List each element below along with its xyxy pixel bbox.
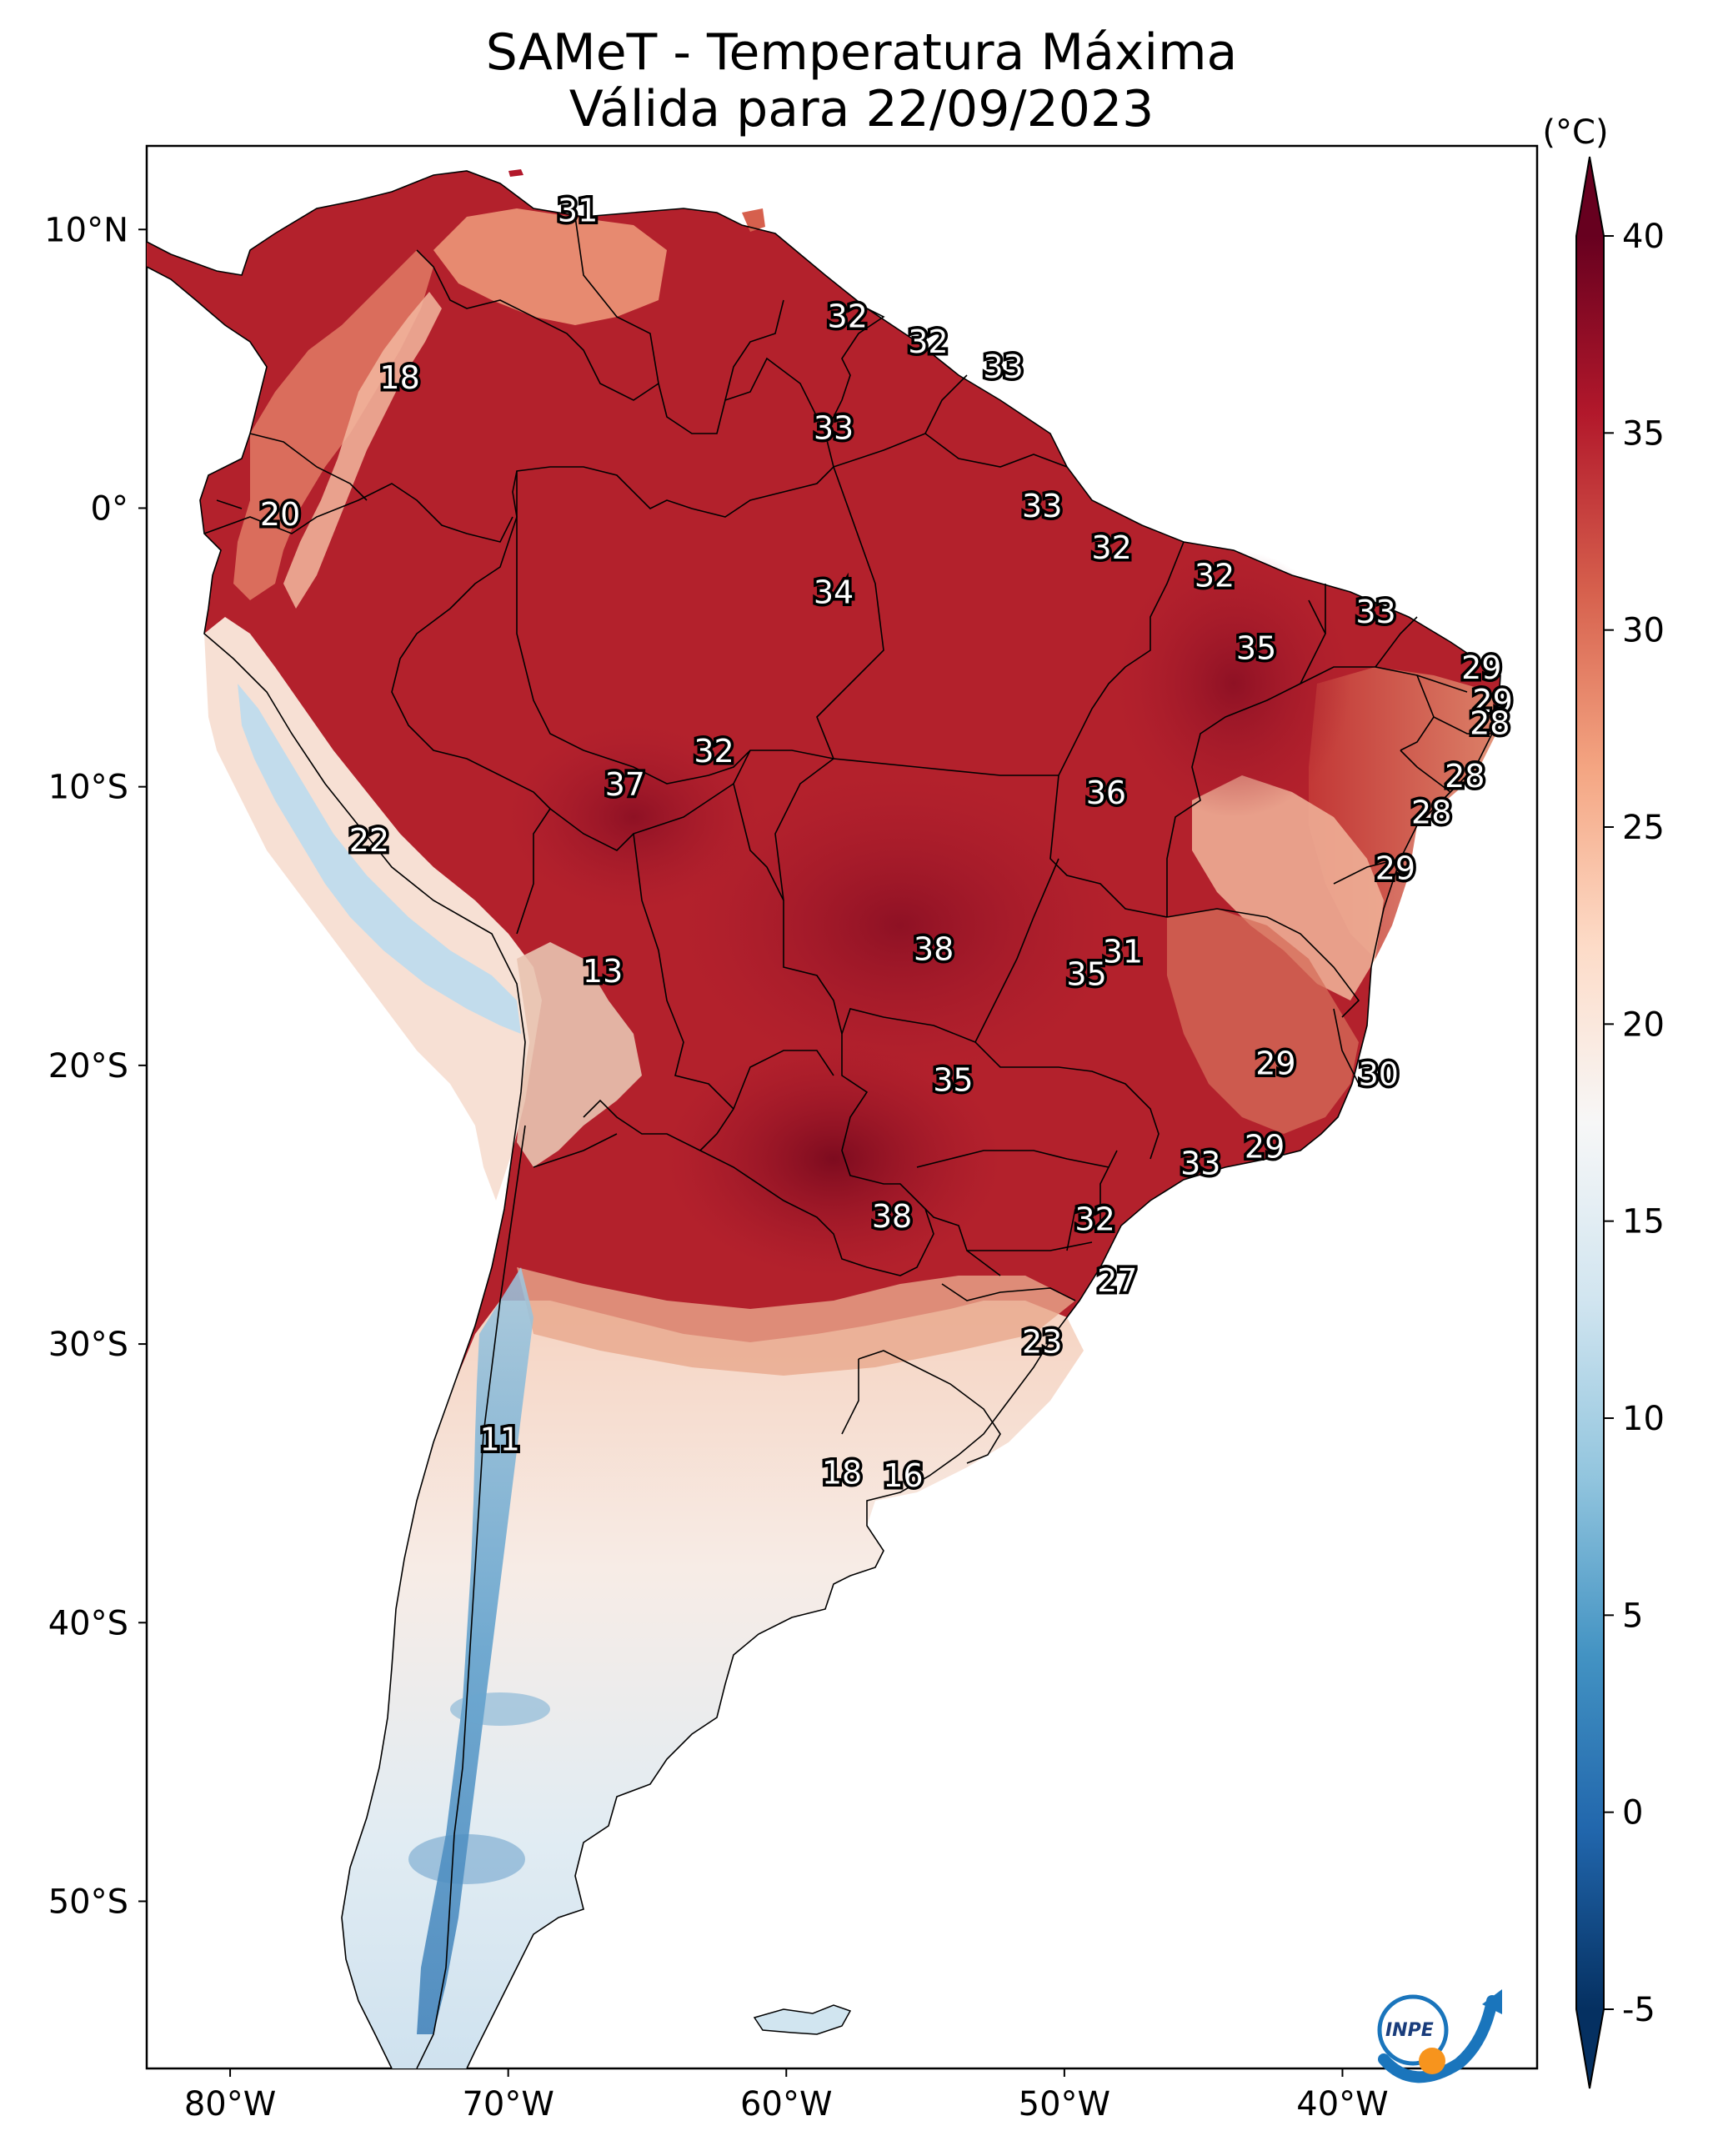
- colorbar-tick-label: 5: [1622, 1597, 1643, 1635]
- temperature-label: 37: [605, 766, 645, 803]
- abc-islands: [508, 169, 523, 177]
- temperature-label: 38: [914, 930, 954, 967]
- temperature-label: 36: [1086, 775, 1126, 811]
- temperature-label: 20: [260, 496, 300, 533]
- colorbar-unit: (°C): [1542, 113, 1608, 152]
- hot-core-mato-grosso: [684, 775, 1117, 1075]
- temperature-label: 33: [983, 348, 1023, 385]
- logo-ring: [1377, 1994, 1449, 2066]
- colorbar-tick-label: 20: [1622, 1005, 1665, 1044]
- temperature-label: 38: [872, 1198, 912, 1235]
- map-subtitle: Válida para 22/09/2023: [568, 80, 1155, 138]
- temperature-label: 29: [1472, 683, 1512, 720]
- lon-tick-label: 40°W: [1296, 2085, 1388, 2123]
- cold-patch-2: [408, 1834, 525, 1884]
- colorbar-top-extend: [1576, 157, 1604, 236]
- temperature-label: 32: [1195, 558, 1235, 594]
- lat-tick-label: 0°: [91, 489, 128, 528]
- hot-core-bolivia: [508, 725, 759, 909]
- temperature-label: 31: [1103, 934, 1143, 970]
- lat-tick-label: 10°N: [44, 211, 128, 249]
- hot-core-tocantins: [1117, 550, 1350, 817]
- temperature-label: 31: [558, 193, 598, 229]
- temperature-label: 22: [349, 822, 389, 859]
- logo-text: INPE: [1385, 2020, 1434, 2041]
- temperature-label: 29: [1461, 649, 1501, 686]
- temperature-label: 34: [814, 574, 854, 611]
- colorbar-tick-label: -5: [1622, 1991, 1655, 2029]
- lat-tick-label: 10°S: [48, 769, 128, 807]
- map-title: SAMeT - Temperatura Máxima: [485, 23, 1238, 82]
- temperature-label: 32: [694, 733, 734, 770]
- andes-south-cold: [417, 1267, 533, 2034]
- lat-tick-label: 30°S: [48, 1326, 128, 1364]
- temperature-label: 33: [1355, 594, 1395, 630]
- lon-tick-label: 60°W: [740, 2085, 832, 2123]
- temperature-label: 18: [822, 1455, 862, 1492]
- continent-layer: [147, 169, 1501, 2068]
- colorbar-bottom-extend: [1576, 2009, 1604, 2088]
- temperature-label: 23: [1022, 1324, 1062, 1361]
- temperature-label: 29: [1375, 850, 1415, 886]
- inpe-logo: INPE: [1377, 1989, 1502, 2083]
- temperature-label: 18: [379, 359, 419, 396]
- bahia-plateau-mild: [1192, 775, 1384, 1000]
- temperature-label: 32: [1091, 529, 1131, 566]
- southeast-plateau: [1167, 909, 1359, 1134]
- temperature-label: 32: [828, 298, 868, 335]
- colorbar-tick-label: 0: [1622, 1794, 1643, 1833]
- lon-tick-label: 80°W: [184, 2085, 276, 2123]
- colorbar-tick-label: 25: [1622, 809, 1665, 847]
- temperature-label: 30: [1359, 1056, 1399, 1093]
- lon-tick-label: 70°W: [462, 2085, 553, 2123]
- andes-north-warm: [233, 250, 433, 600]
- lon-tick-label: 50°W: [1019, 2085, 1110, 2123]
- temperature-label: 35: [1236, 629, 1276, 666]
- colorbar: (°C) 40 35 30 25 20 15 10 5 0 -5: [1542, 113, 1665, 2089]
- logo-orange-dot: [1419, 2048, 1445, 2074]
- temperature-label: 29: [1255, 1045, 1295, 1081]
- andes-altiplano-mid: [517, 942, 642, 1167]
- temperature-label: 13: [583, 953, 623, 990]
- temperature-label: 28: [1470, 705, 1510, 742]
- temperature-label: 33: [1180, 1146, 1220, 1182]
- cold-patch-1: [450, 1692, 550, 1726]
- temperature-label: 11: [480, 1421, 520, 1458]
- colorbar-tick-label: 30: [1622, 612, 1665, 650]
- caribbean-coast-warm: [433, 208, 667, 325]
- lat-tick-label: 40°S: [48, 1604, 128, 1642]
- temperature-label: 33: [814, 409, 854, 446]
- colorbar-body: [1576, 236, 1604, 2009]
- falkland-islands: [753, 2004, 852, 2035]
- temperature-label: 32: [908, 323, 948, 360]
- latitude-axis: 10°N 0° 10°S 20°S 30°S 40°S 50°S: [44, 211, 147, 1921]
- temperature-label: 28: [1445, 758, 1485, 795]
- logo-swoosh: [1378, 1995, 1498, 2083]
- temperature-label: 33: [1022, 488, 1062, 524]
- temperature-label: 35: [933, 1061, 973, 1098]
- colorbar-tick-label: 40: [1622, 218, 1665, 256]
- andes-central-cool: [238, 684, 521, 1034]
- temperature-label: 29: [1245, 1129, 1285, 1166]
- temperature-label: 27: [1097, 1262, 1137, 1299]
- temperature-label: 32: [1074, 1201, 1114, 1238]
- temperature-label: 16: [883, 1457, 923, 1494]
- andes-north-cool: [283, 292, 442, 609]
- lat-tick-label: 20°S: [48, 1047, 128, 1086]
- longitude-axis: 80°W 70°W 60°W 50°W 40°W: [184, 2068, 1389, 2123]
- pampas-warm-edge: [517, 1267, 1075, 1376]
- lat-tick-label: 50°S: [48, 1883, 128, 1921]
- colorbar-tick-label: 35: [1622, 414, 1665, 453]
- colorbar-tick-label: 10: [1622, 1400, 1665, 1438]
- political-borders: [147, 170, 1501, 2068]
- hot-core-chaco: [667, 1042, 1000, 1276]
- temperature-label: 35: [1066, 955, 1106, 992]
- logo-arrow-icon: [1482, 1989, 1502, 2014]
- temperature-label: 28: [1411, 795, 1451, 831]
- colorbar-tick-label: 15: [1622, 1203, 1665, 1241]
- colorbar-ticks: 40 35 30 25 20 15 10 5 0 -5: [1604, 218, 1665, 2029]
